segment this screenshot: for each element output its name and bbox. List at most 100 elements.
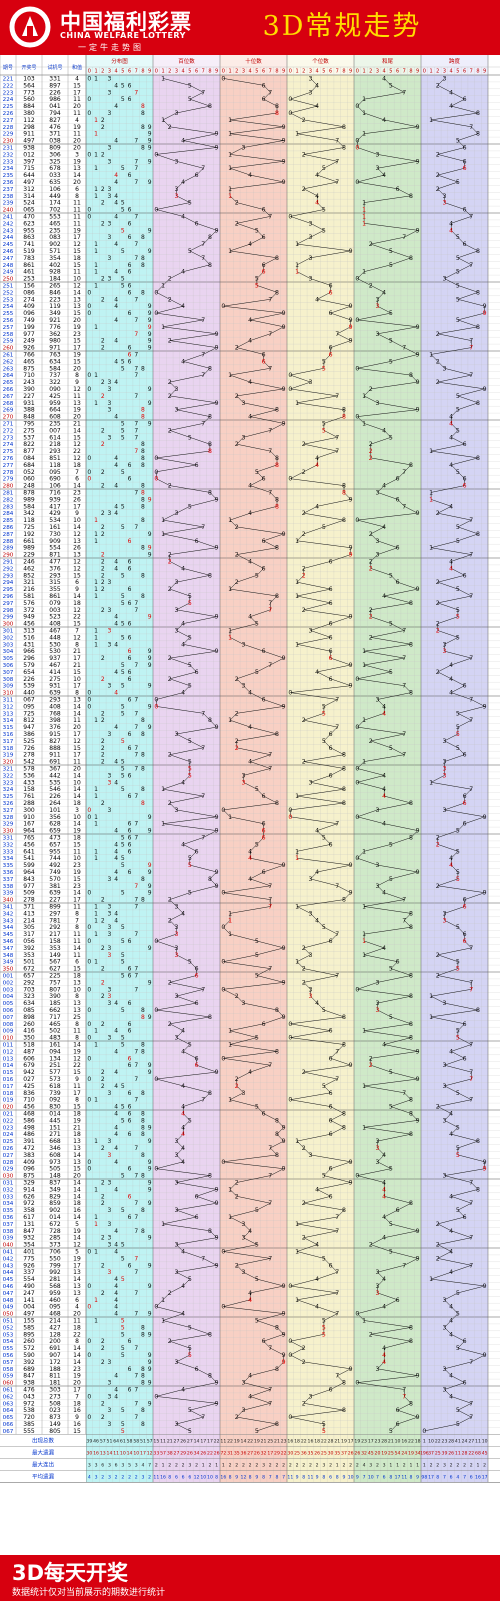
distribution-mark: 5 bbox=[121, 593, 125, 600]
trend-mark: 5 bbox=[389, 310, 393, 317]
test-number-cell: 007 bbox=[49, 427, 61, 434]
sum-cell: 19 bbox=[73, 407, 81, 414]
trend-mark: 8 bbox=[275, 1048, 279, 1055]
distribution-mark: 2 bbox=[101, 1083, 105, 1090]
distribution-mark: 4 bbox=[114, 1297, 118, 1304]
distribution-mark: 3 bbox=[108, 1269, 112, 1276]
stat-max-gap: 26 bbox=[354, 1450, 360, 1456]
draw-number-cell: 487 bbox=[23, 1048, 35, 1055]
distribution-mark: 2 bbox=[101, 1200, 105, 1207]
stat-avg-gap: 7 bbox=[363, 1474, 366, 1480]
distribution-mark: 5 bbox=[121, 572, 125, 579]
trend-mark: 8 bbox=[342, 124, 346, 131]
trend-mark: 1 bbox=[228, 917, 232, 924]
sum-cell: 12 bbox=[73, 1242, 81, 1249]
trend-mark: 8 bbox=[275, 731, 279, 738]
distribution-mark: 8 bbox=[141, 800, 145, 807]
draw-number-cell: 470 bbox=[23, 213, 35, 220]
trend-mark: 3 bbox=[174, 110, 178, 117]
period-cell: 297 bbox=[3, 601, 14, 607]
trend-mark: 5 bbox=[389, 876, 393, 883]
trend-mark: 4 bbox=[315, 1276, 319, 1283]
trend-mark: 2 bbox=[436, 627, 440, 634]
distribution-mark: 7 bbox=[134, 696, 138, 703]
trend-mark: 4 bbox=[248, 317, 252, 324]
trend-mark: 6 bbox=[262, 358, 266, 365]
trend-mark: 1 bbox=[161, 282, 165, 289]
period-cell: 058 bbox=[3, 1367, 14, 1373]
sum-cell: 11 bbox=[73, 717, 81, 724]
trend-mark: 2 bbox=[235, 345, 239, 352]
distribution-mark: 2 bbox=[101, 296, 105, 303]
trend-mark: 5 bbox=[188, 593, 192, 600]
stat-count: 21 bbox=[388, 1438, 394, 1444]
sum-cell: 12 bbox=[73, 634, 81, 641]
period-cell: 256 bbox=[3, 318, 14, 324]
distribution-mark: 9 bbox=[148, 703, 152, 710]
stat-max-run: 7 bbox=[148, 1462, 151, 1468]
distribution-mark: 2 bbox=[101, 1290, 105, 1297]
trend-mark: 5 bbox=[389, 572, 393, 579]
trend-mark: 7 bbox=[201, 241, 205, 248]
stat-max-gap: 29 bbox=[274, 1450, 280, 1456]
distribution-mark: 0 bbox=[87, 696, 91, 703]
trend-mark: 4 bbox=[181, 269, 185, 276]
trend-mark: 2 bbox=[436, 1242, 440, 1249]
trend-mark: 5 bbox=[322, 1007, 326, 1014]
trend-mark: 5 bbox=[456, 710, 460, 717]
trend-mark: 1 bbox=[429, 448, 433, 455]
trend-mark: 6 bbox=[195, 462, 199, 469]
digit-header: 0 bbox=[155, 69, 158, 75]
trend-mark: 2 bbox=[369, 614, 373, 621]
trend-mark: 5 bbox=[389, 434, 393, 441]
trend-mark: 9 bbox=[215, 883, 219, 890]
test-number-cell: 608 bbox=[49, 1152, 61, 1159]
trend-mark: 3 bbox=[174, 1207, 178, 1214]
test-number-cell: 460 bbox=[49, 1297, 61, 1304]
distribution-mark: 4 bbox=[114, 855, 118, 862]
sum-cell: 17 bbox=[73, 345, 81, 352]
stat-avg-gap: 4 bbox=[88, 1474, 91, 1480]
distribution-mark: 3 bbox=[108, 220, 112, 227]
sum-cell: 8 bbox=[75, 1338, 79, 1345]
trend-mark: 1 bbox=[295, 641, 299, 648]
sum-cell: 14 bbox=[73, 289, 81, 296]
draw-number-cell: 537 bbox=[23, 434, 35, 441]
distribution-mark: 1 bbox=[94, 269, 98, 276]
trend-mark: 7 bbox=[469, 945, 473, 952]
trend-mark: 3 bbox=[241, 1235, 245, 1242]
test-number-cell: 837 bbox=[49, 1179, 61, 1186]
trend-mark: 2 bbox=[369, 455, 373, 462]
sum-cell: 13 bbox=[73, 1145, 81, 1152]
stat-max-gap: 11 bbox=[455, 1450, 461, 1456]
trend-mark: 2 bbox=[168, 979, 172, 986]
distribution-mark: 5 bbox=[121, 207, 125, 214]
trend-mark: 6 bbox=[262, 1021, 266, 1028]
sum-cell: 10 bbox=[73, 814, 81, 821]
trend-mark: 5 bbox=[188, 759, 192, 766]
distribution-mark: 4 bbox=[114, 558, 118, 565]
period-cell: 051 bbox=[3, 1318, 14, 1324]
trend-mark: 5 bbox=[389, 82, 393, 89]
trend-mark: 2 bbox=[168, 800, 172, 807]
trend-mark: 7 bbox=[268, 1062, 272, 1069]
trend-mark: 5 bbox=[456, 282, 460, 289]
digit-header: 7 bbox=[403, 69, 406, 75]
distribution-mark: 9 bbox=[148, 552, 152, 559]
distribution-mark: 9 bbox=[148, 1331, 152, 1338]
distribution-mark: 4 bbox=[114, 303, 118, 310]
distribution-mark: 4 bbox=[114, 269, 118, 276]
trend-mark: 5 bbox=[255, 786, 259, 793]
test-number-cell: 811 bbox=[49, 1373, 61, 1380]
distribution-mark: 0 bbox=[87, 1021, 91, 1028]
draw-number-cell: 342 bbox=[23, 510, 35, 517]
period-cell: 280 bbox=[3, 484, 14, 490]
test-number-cell: 041 bbox=[49, 103, 61, 110]
trend-mark: 7 bbox=[268, 903, 272, 910]
period-cell: 349 bbox=[3, 960, 14, 966]
period-cell: 241 bbox=[3, 214, 14, 220]
trend-mark: 4 bbox=[181, 841, 185, 848]
stat-max-gap: 24 bbox=[401, 1450, 407, 1456]
trend-mark: 2 bbox=[436, 358, 440, 365]
test-number-cell: 092 bbox=[49, 1097, 61, 1104]
